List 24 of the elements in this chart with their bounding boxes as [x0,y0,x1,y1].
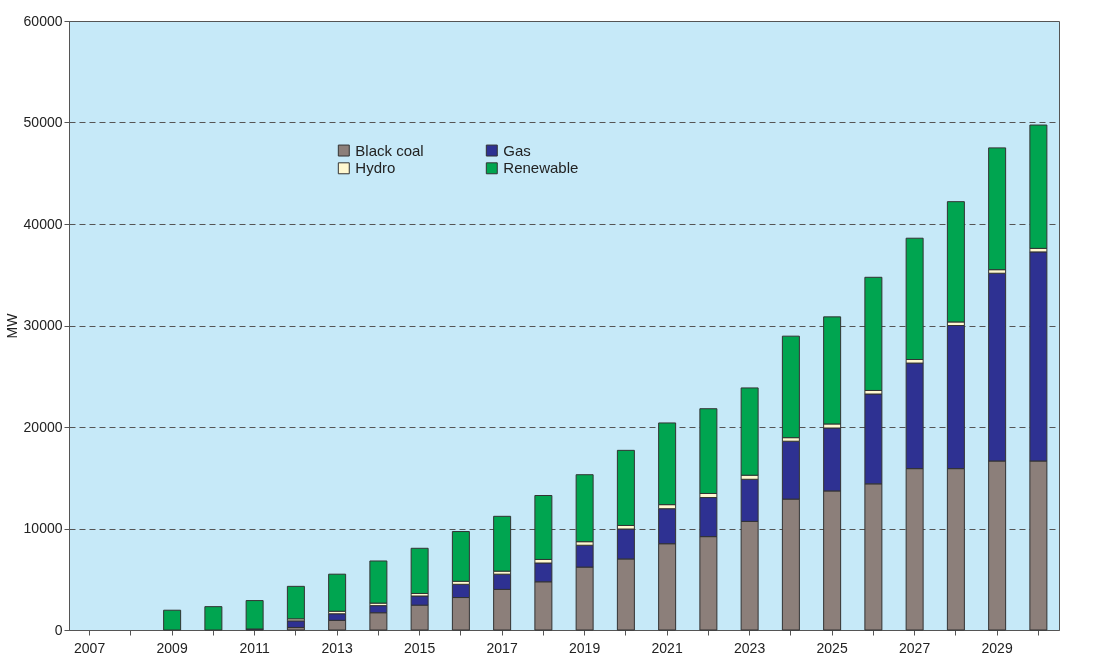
y-axis-title: MW [3,312,20,339]
x-tick-label: 2011 [239,639,270,656]
y-tick-label: 30000 [23,317,63,333]
legend-label: Hydro [355,159,396,177]
x-tick-label: 2019 [569,639,601,656]
legend-label: Gas [503,141,531,159]
x-tick-label: 2027 [899,639,931,656]
x-tick-label: 2021 [651,639,683,656]
legend-label: Renewable [503,159,579,177]
y-tick-label: 10000 [23,520,63,536]
y-tick-label: 20000 [23,418,63,435]
y-tick-label: 0 [54,621,63,638]
x-tick-label: 2009 [156,639,188,656]
x-tick-label: 2015 [404,639,436,656]
y-tick-label: 60000 [23,12,63,29]
x-tick-label: 2023 [734,639,766,656]
x-tick-label: 2025 [816,639,848,656]
x-tick-label: 2007 [74,639,106,656]
x-tick-label: 2013 [321,639,353,656]
legend-label: Black coal [355,141,424,159]
x-tick-label: 2029 [981,639,1013,656]
y-tick-label: 50000 [23,114,63,130]
y-tick-label: 40000 [23,215,63,232]
x-tick-label: 2017 [486,639,518,656]
